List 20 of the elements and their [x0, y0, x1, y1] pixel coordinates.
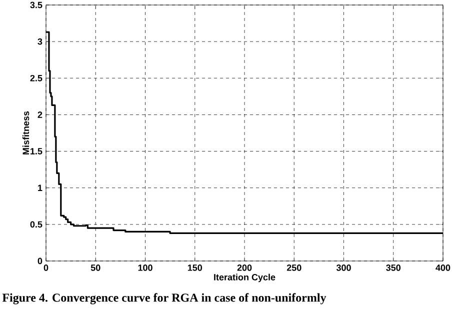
y-axis-title: Misfitness — [22, 111, 30, 154]
x-axis-title: Iteration Cycle — [214, 274, 276, 282]
y-tick-label: 1.5 — [30, 148, 42, 154]
y-tick-label: 2.5 — [30, 74, 42, 82]
y-tick-label: 1 — [38, 184, 42, 191]
y-tick-label: 3 — [38, 38, 42, 45]
caption: Figure 4. Convergence curve for RGA in case of non-uniformly — [2, 293, 326, 304]
y-tick-label: 2 — [38, 112, 42, 118]
x-tick-label: 250 — [286, 264, 302, 271]
x-tick-label: 350 — [386, 264, 401, 271]
x-tick-label: 150 — [188, 264, 202, 271]
x-tick-label: 400 — [436, 264, 450, 271]
x-tick-label: 100 — [138, 264, 152, 271]
y-tick-label: 0 — [38, 258, 42, 264]
x-tick-label: 200 — [237, 264, 252, 271]
x-tick-label: 300 — [336, 264, 351, 271]
y-tick-label: 3.5 — [30, 2, 42, 8]
x-tick-label: 0 — [44, 264, 48, 271]
x-tick-label: 50 — [90, 264, 100, 271]
y-tick-label: 0.5 — [30, 221, 42, 228]
